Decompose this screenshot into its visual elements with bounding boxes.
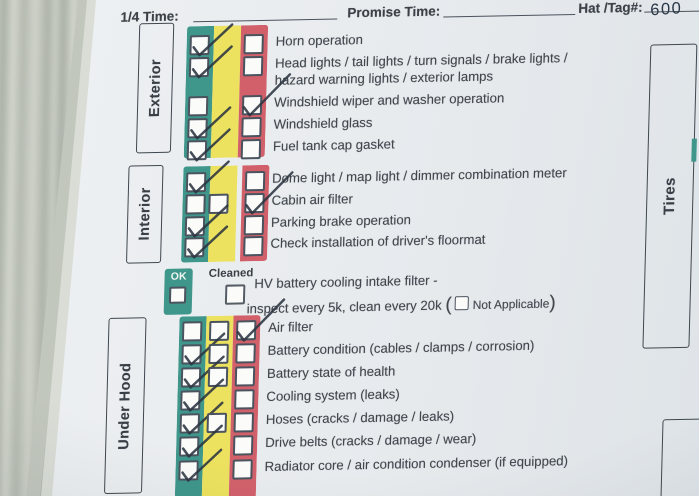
red-attention-checkbox[interactable]: [243, 33, 264, 55]
red-attention-checkbox[interactable]: [240, 139, 262, 160]
checklist-row: Cabin air filter: [0, 171, 694, 215]
promise-time-label: Promise Time:: [347, 3, 441, 21]
section-box-under-hood: Under Hood: [103, 317, 147, 495]
red-attention-checkbox[interactable]: [233, 412, 255, 433]
item-label: Head lights / tail lights / turn signals…: [274, 50, 568, 88]
red-attention-checkbox[interactable]: [235, 298, 286, 342]
checklist-row: Parking brake operation: [0, 204, 693, 238]
item-label: Air filter: [268, 319, 314, 335]
checklist-row: Battery condition (cables / clamps / cor…: [0, 332, 690, 366]
item-label: Parking brake operation: [270, 212, 412, 230]
promise-time-blank-line[interactable]: [443, 13, 576, 18]
checklist-row: Air filter: [0, 298, 690, 342]
checklist-row: Dome light / map light / dimmer combinat…: [0, 160, 694, 194]
item-label: Windshield wiper and washer operation: [273, 90, 505, 110]
green-ok-checkbox[interactable]: [187, 106, 232, 140]
green-ok-checkbox[interactable]: [184, 204, 229, 238]
adjacent-column-green-strip-sliver: [691, 138, 697, 162]
item-label: Hoses (cracks / damage / leaks): [265, 408, 455, 427]
red-attention-checkbox[interactable]: [241, 73, 292, 117]
item-label: Dome light / map light / dimmer combinat…: [271, 165, 567, 186]
hat-tag-label: Hat /Tag#:: [578, 0, 643, 16]
checklist-row: Hoses (cracks / damage / leaks): [0, 401, 688, 435]
green-ok-checkbox[interactable]: [188, 45, 233, 79]
red-attention-checkbox[interactable]: [232, 459, 253, 480]
red-attention-checkbox[interactable]: [244, 171, 294, 215]
section-label-interior: Interior: [136, 187, 154, 242]
not-applicable-checkbox[interactable]: [454, 296, 469, 311]
checklist-row: Battery state of health: [0, 355, 689, 389]
hv-item-line2: inspect every 5k, clean every 20k (Not A…: [246, 291, 556, 319]
open-paren: (: [445, 294, 452, 316]
checklist-row: Horn operation: [0, 23, 698, 57]
item-label: Check installation of driver's floormat: [270, 231, 486, 251]
close-paren: ): [549, 292, 556, 314]
section-box-interior: Interior: [126, 164, 164, 264]
ok-column-header: OK: [163, 268, 193, 315]
item-label: Drive belts (cracks / damage / wear): [265, 430, 477, 450]
checklist-row: Windshield wiper and washer operation: [0, 73, 696, 117]
red-attention-checkbox[interactable]: [232, 435, 254, 456]
section-box-tires: Tires: [642, 43, 698, 349]
red-attention-checkbox[interactable]: [234, 366, 256, 387]
red-attention-checkbox[interactable]: [234, 389, 255, 410]
item-label: Cooling system (leaks): [266, 386, 400, 404]
green-ok-checkbox[interactable]: [184, 225, 229, 259]
green-ok-checkbox[interactable]: [178, 424, 223, 458]
checklist-row: Radiator core / air condition condenser …: [0, 448, 687, 482]
item-label: Fuel tank cap gasket: [272, 136, 395, 154]
green-ok-checkbox[interactable]: [180, 378, 225, 412]
item-label: Radiator core / air condition condenser …: [264, 453, 569, 475]
section-box-partial-bottom-right: [659, 417, 699, 496]
red-attention-checkbox[interactable]: [241, 116, 262, 138]
not-applicable-label: Not Applicable: [472, 296, 550, 312]
green-ok-checkbox[interactable]: [186, 128, 231, 162]
item-label: Windshield glass: [273, 114, 373, 132]
green-ok-checkbox[interactable]: [189, 23, 234, 57]
checklist-row: Fuel tank cap gasket: [0, 128, 695, 162]
checklist-row: Head lights / tail lights / turn signals…: [0, 45, 697, 87]
hv-ok-checkbox[interactable]: [168, 286, 187, 304]
hv-item-line1: HV battery cooling intake filter -: [254, 272, 438, 292]
red-attention-checkbox[interactable]: [243, 214, 265, 236]
green-ok-checkbox[interactable]: [185, 160, 230, 194]
section-label-under-hood: Under Hood: [116, 362, 135, 450]
item-label: Horn operation: [275, 32, 364, 49]
green-ok-checkbox[interactable]: [178, 448, 223, 482]
item-label: Battery condition (cables / clamps / cor…: [267, 337, 535, 358]
item-label: Cabin air filter: [271, 191, 354, 208]
item-label: Battery state of health: [266, 363, 396, 381]
checklist-row: Cooling system (leaks): [0, 378, 689, 412]
ok-column-label: OK: [170, 270, 187, 283]
red-attention-checkbox[interactable]: [235, 343, 256, 364]
red-attention-checkbox[interactable]: [243, 235, 264, 257]
checklist-row: Check installation of driver's floormat: [0, 225, 693, 259]
checklist-row: Drive belts (cracks / damage / wear): [0, 424, 687, 458]
section-label-exterior: Exterior: [146, 58, 164, 118]
section-label-tires: Tires: [660, 177, 679, 216]
checklist-row: Windshield glass: [0, 106, 696, 140]
hat-tag-handwritten-value: 600: [650, 0, 683, 20]
cleaned-column-label: Cleaned: [208, 267, 254, 281]
section-box-exterior: Exterior: [135, 22, 175, 154]
